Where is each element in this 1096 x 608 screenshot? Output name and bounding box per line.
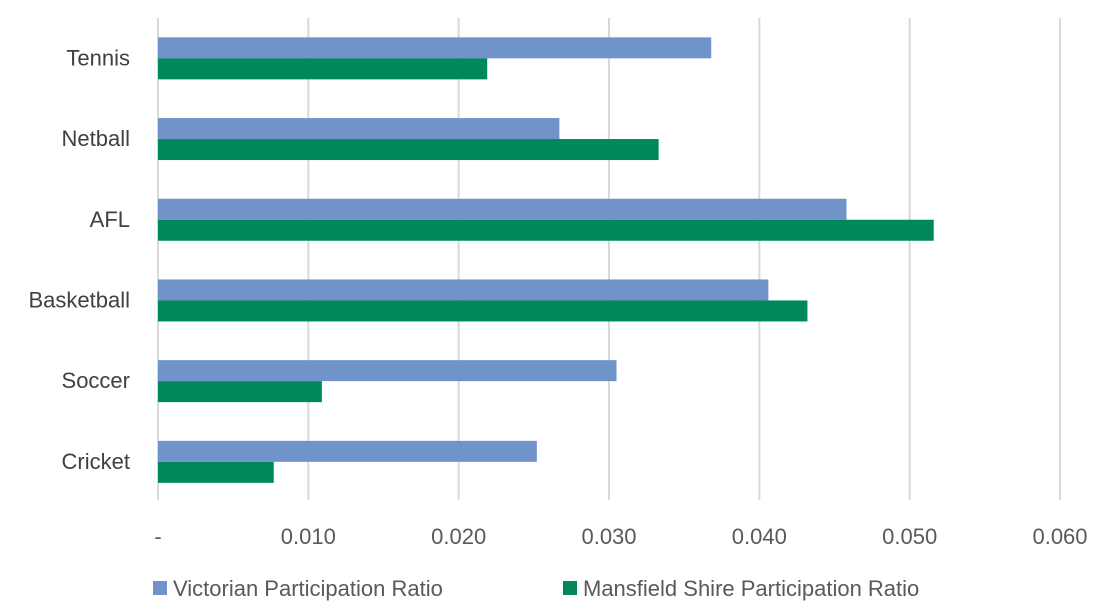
x-axis-tick-labels: - 0.010 0.020 0.030 0.040 0.050 0.060 [154,524,1087,549]
bar-basketball-series-2 [158,300,808,322]
bar-afl-series-1 [158,198,847,220]
bar-soccer-series-1 [158,360,617,382]
category-label-afl: AFL [90,207,130,232]
bars [158,37,934,483]
legend: Victorian Participation Ratio Mansfield S… [153,576,919,601]
x-tick-label: 0.020 [431,524,486,549]
category-label-cricket: Cricket [62,449,130,474]
bar-netball-series-1 [158,118,560,140]
bar-tennis-series-2 [158,58,488,80]
bar-soccer-series-2 [158,381,322,403]
bar-tennis-series-1 [158,37,712,59]
x-tick-label: - [154,524,161,549]
category-labels: Tennis Netball AFL Basketball Soccer Cricket [28,45,130,474]
bar-cricket-series-2 [158,461,274,483]
category-label-basketball: Basketball [28,287,130,312]
category-label-netball: Netball [62,126,130,151]
x-tick-label: 0.050 [882,524,937,549]
x-tick-label: 0.060 [1032,524,1087,549]
legend-label-2: Mansfield Shire Participation Ratio [583,576,919,601]
legend-label-1: Victorian Participation Ratio [173,576,443,601]
category-label-tennis: Tennis [66,45,130,70]
legend-swatch-1 [153,581,167,595]
bar-basketball-series-1 [158,279,769,301]
x-tick-label: 0.010 [281,524,336,549]
bar-netball-series-2 [158,139,659,161]
bar-cricket-series-1 [158,440,537,462]
x-tick-label: 0.040 [732,524,787,549]
category-label-soccer: Soccer [62,368,130,393]
legend-swatch-2 [563,581,577,595]
gridlines [157,18,1061,500]
bar-afl-series-2 [158,219,934,241]
x-tick-label: 0.030 [581,524,636,549]
